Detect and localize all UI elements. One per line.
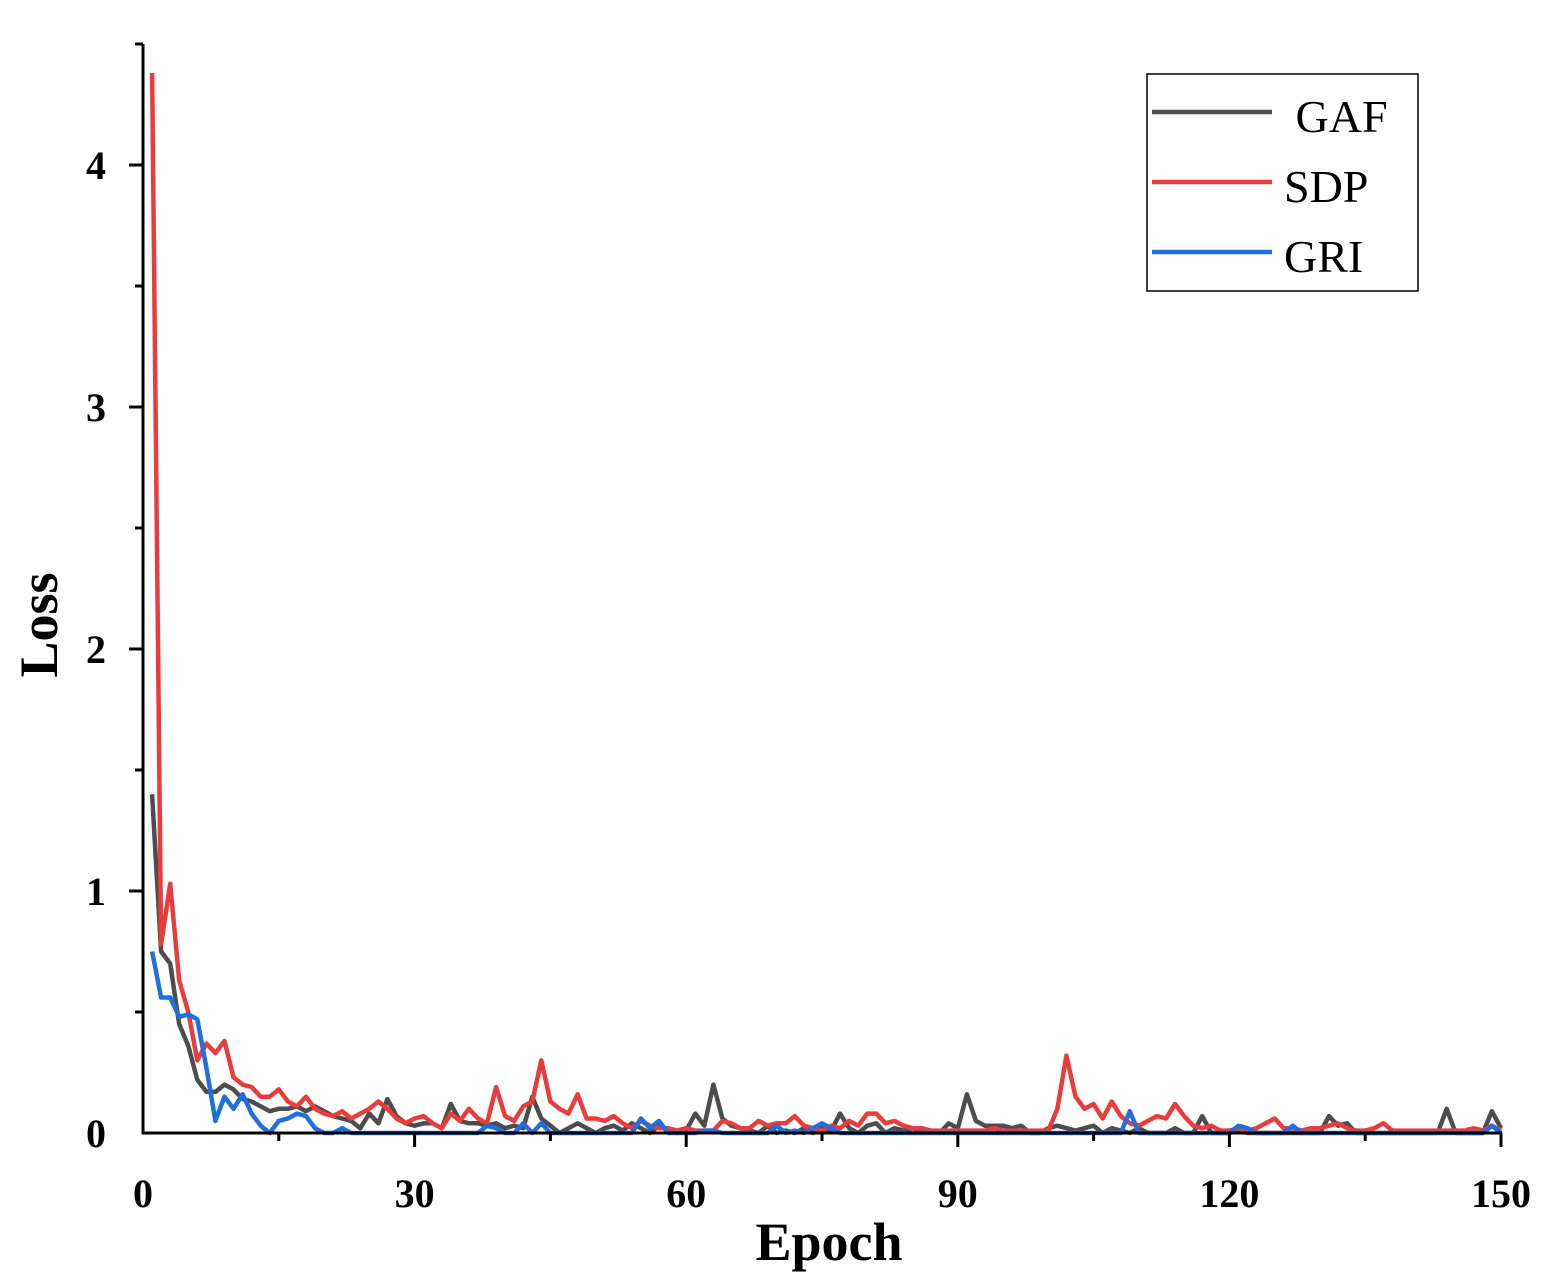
y-tick-label: 2	[86, 627, 106, 672]
x-tick-label: 0	[133, 1171, 153, 1216]
legend: GAF SDP GRI	[1146, 73, 1419, 292]
y-axis-title: Loss	[9, 572, 69, 677]
y-tick-label: 1	[86, 869, 106, 914]
series-line-gaf	[149, 794, 1503, 1136]
x-tick-label: 150	[1471, 1171, 1531, 1216]
x-tick-label: 30	[395, 1171, 435, 1216]
legend-label-gaf: GAF	[1284, 91, 1388, 142]
legend-label-sdp: SDP	[1284, 161, 1368, 212]
ticks-layer: 0 1 2 3 4 0 30 60 90 120 150	[86, 42, 1531, 1216]
x-axis-title: Epoch	[755, 1212, 902, 1272]
y-tick-label: 3	[86, 385, 106, 430]
x-tick-label: 120	[1199, 1171, 1259, 1216]
x-tick-label: 60	[666, 1171, 706, 1216]
y-tick-label: 4	[86, 143, 106, 188]
legend-label-gri: GRI	[1284, 231, 1363, 282]
series-line-gri	[149, 951, 1503, 1136]
y-tick-label: 0	[86, 1111, 106, 1156]
x-tick-label: 90	[938, 1171, 978, 1216]
